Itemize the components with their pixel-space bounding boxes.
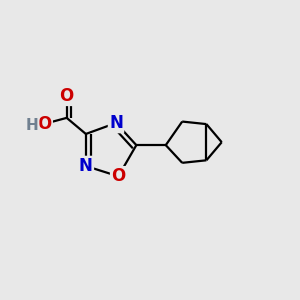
Text: N: N <box>79 157 93 175</box>
Text: O: O <box>60 87 74 105</box>
Text: O: O <box>38 115 52 133</box>
Text: N: N <box>109 114 123 132</box>
Text: O: O <box>111 167 125 185</box>
Text: H: H <box>26 118 38 133</box>
